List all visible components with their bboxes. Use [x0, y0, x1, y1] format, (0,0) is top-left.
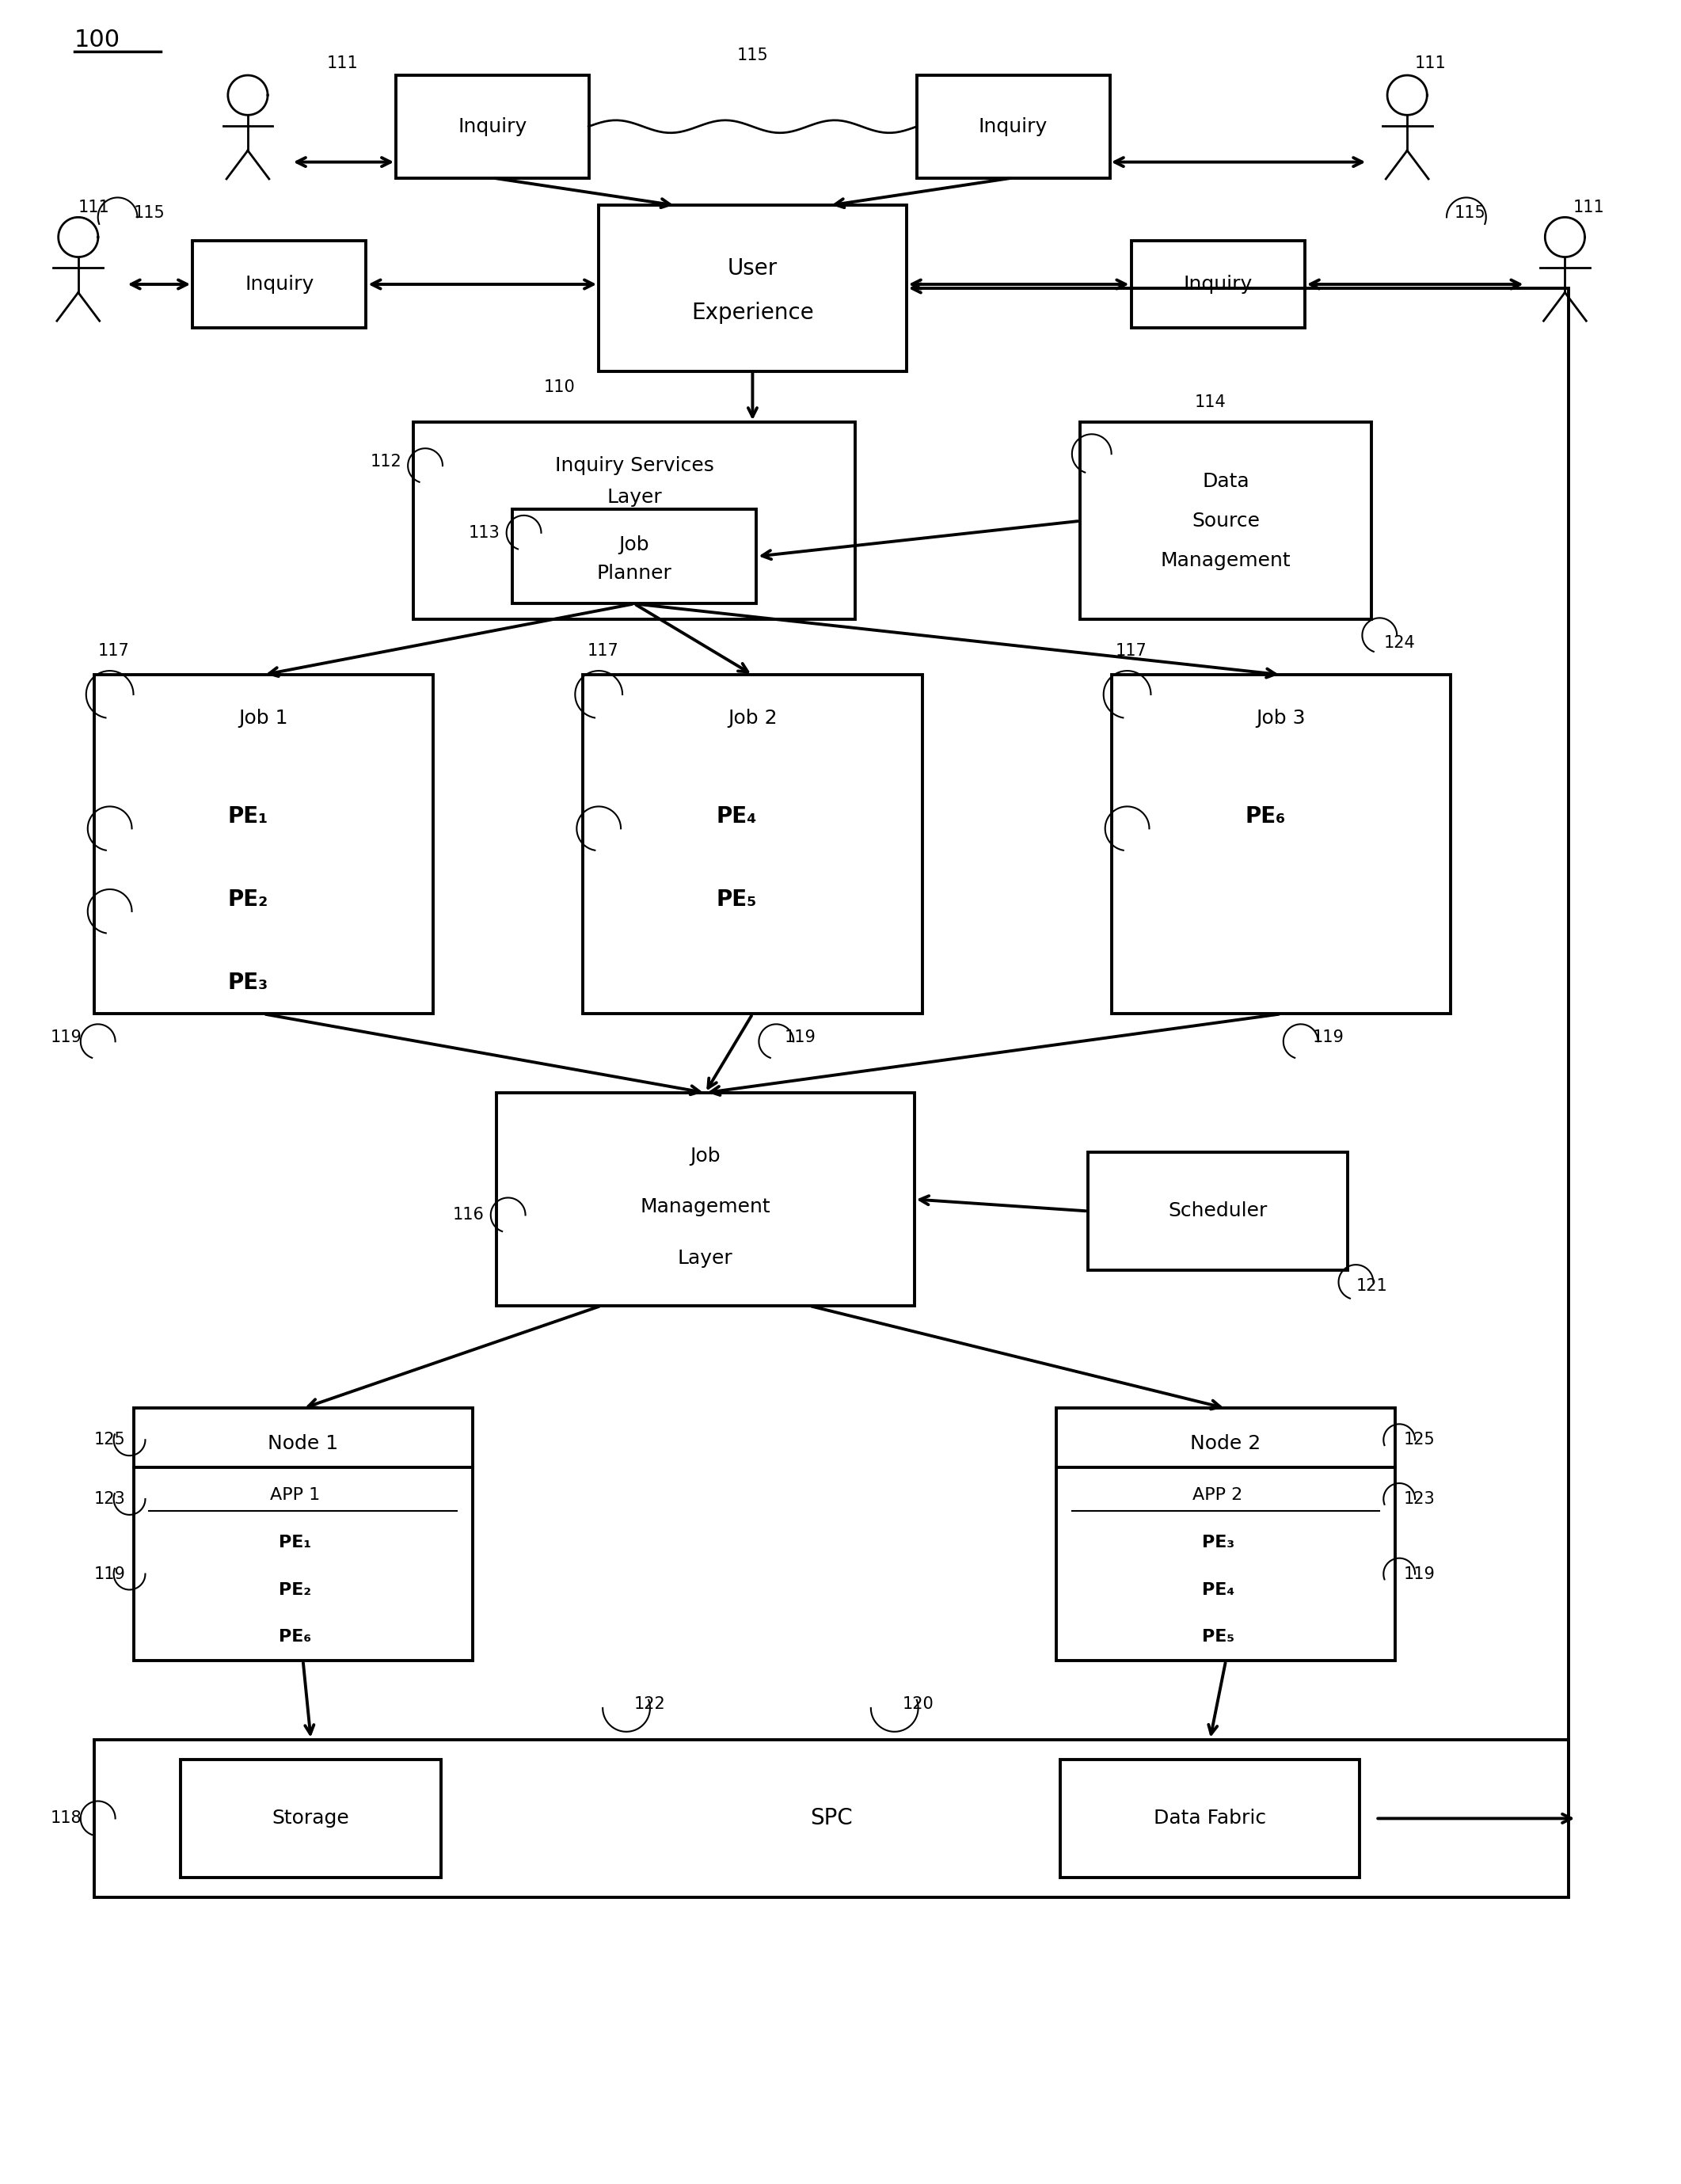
Text: 119: 119 [783, 1029, 815, 1046]
Text: PE₅: PE₅ [1202, 1629, 1234, 1645]
FancyBboxPatch shape [916, 74, 1109, 177]
Text: 121: 121 [1357, 1278, 1387, 1293]
FancyBboxPatch shape [182, 1760, 440, 1878]
Text: Inquiry: Inquiry [245, 275, 314, 295]
Text: 123: 123 [94, 1492, 126, 1507]
Text: 118: 118 [50, 1811, 82, 1826]
Text: 115: 115 [1454, 205, 1486, 221]
Text: 116: 116 [452, 1208, 484, 1223]
Text: PE₂: PE₂ [227, 889, 267, 911]
Text: 113: 113 [469, 524, 501, 542]
Text: SPC: SPC [810, 1808, 852, 1830]
Text: APP 1: APP 1 [271, 1487, 319, 1503]
Text: PE₆: PE₆ [279, 1629, 311, 1645]
Text: PE₅: PE₅ [716, 889, 756, 911]
FancyBboxPatch shape [1061, 1760, 1360, 1878]
Text: 111: 111 [1573, 201, 1604, 216]
Text: Job 2: Job 2 [728, 708, 777, 727]
Text: 110: 110 [543, 378, 575, 395]
FancyBboxPatch shape [414, 422, 856, 620]
Text: Scheduler: Scheduler [1168, 1201, 1267, 1221]
Text: PE₂: PE₂ [279, 1581, 311, 1599]
Text: Inquiry Services: Inquiry Services [555, 456, 714, 476]
Text: 117: 117 [587, 642, 619, 660]
FancyBboxPatch shape [94, 1741, 1568, 1898]
Text: PE₃: PE₃ [227, 972, 267, 994]
FancyBboxPatch shape [1056, 1409, 1395, 1660]
Text: Job 1: Job 1 [239, 708, 289, 727]
Text: Data: Data [1202, 472, 1249, 491]
Text: PE₁: PE₁ [227, 806, 267, 828]
Text: 119: 119 [1404, 1566, 1436, 1581]
FancyBboxPatch shape [583, 675, 923, 1013]
Text: PE₃: PE₃ [1202, 1535, 1234, 1551]
Text: PE₆: PE₆ [1246, 806, 1286, 828]
Text: 123: 123 [1404, 1492, 1434, 1507]
Text: Storage: Storage [272, 1808, 350, 1828]
Text: Inquiry: Inquiry [978, 118, 1047, 135]
Text: Inquiry: Inquiry [457, 118, 526, 135]
Text: Planner: Planner [597, 563, 672, 583]
FancyBboxPatch shape [397, 74, 590, 177]
Text: 120: 120 [903, 1697, 935, 1712]
Text: Job: Job [689, 1147, 721, 1166]
Text: Job 3: Job 3 [1256, 708, 1306, 727]
Text: 111: 111 [79, 201, 109, 216]
Text: 125: 125 [94, 1433, 126, 1448]
Text: 100: 100 [74, 28, 121, 50]
Text: 119: 119 [50, 1029, 82, 1046]
FancyBboxPatch shape [1131, 240, 1304, 328]
Text: Inquiry: Inquiry [1183, 275, 1252, 295]
Text: 122: 122 [634, 1697, 666, 1712]
FancyBboxPatch shape [193, 240, 366, 328]
Text: 119: 119 [94, 1566, 126, 1581]
Text: Node 1: Node 1 [267, 1435, 338, 1452]
Text: 114: 114 [1194, 395, 1225, 411]
Text: Experience: Experience [691, 301, 814, 323]
Text: PE₄: PE₄ [1202, 1581, 1234, 1599]
FancyBboxPatch shape [496, 1092, 914, 1306]
FancyBboxPatch shape [1088, 1151, 1348, 1271]
Text: Data Fabric: Data Fabric [1153, 1808, 1266, 1828]
Text: PE₁: PE₁ [279, 1535, 311, 1551]
FancyBboxPatch shape [598, 205, 906, 371]
FancyBboxPatch shape [513, 509, 756, 603]
Text: Layer: Layer [677, 1249, 733, 1269]
FancyBboxPatch shape [94, 675, 434, 1013]
Text: 117: 117 [97, 642, 129, 660]
FancyBboxPatch shape [1079, 422, 1372, 620]
Text: 119: 119 [1313, 1029, 1345, 1046]
FancyBboxPatch shape [1111, 675, 1451, 1013]
Text: Job: Job [619, 535, 649, 555]
Text: 115: 115 [133, 205, 165, 221]
Text: Management: Management [640, 1197, 770, 1216]
Text: Source: Source [1192, 511, 1259, 531]
Text: 112: 112 [370, 454, 402, 470]
Text: Management: Management [1160, 550, 1291, 570]
Text: 111: 111 [1415, 55, 1447, 72]
Text: 115: 115 [736, 48, 768, 63]
Text: Node 2: Node 2 [1190, 1435, 1261, 1452]
Text: 111: 111 [326, 55, 358, 72]
Text: APP 2: APP 2 [1194, 1487, 1242, 1503]
Text: 117: 117 [1116, 642, 1146, 660]
Text: 124: 124 [1383, 636, 1415, 651]
Text: Layer: Layer [607, 487, 662, 507]
Text: User: User [728, 258, 778, 280]
FancyBboxPatch shape [133, 1409, 472, 1660]
Text: PE₄: PE₄ [716, 806, 756, 828]
Text: 125: 125 [1404, 1433, 1434, 1448]
